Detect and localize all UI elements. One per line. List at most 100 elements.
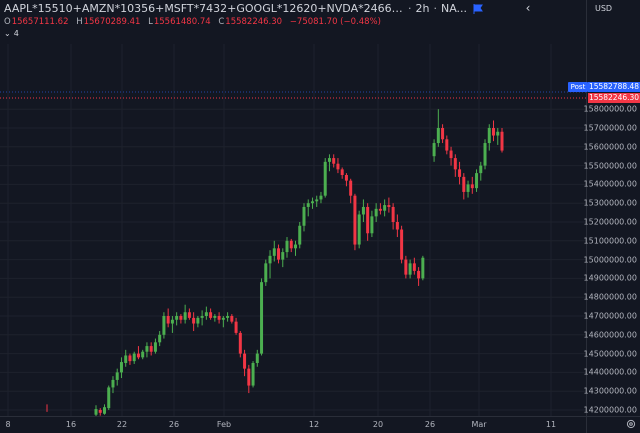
indicator-count: 4: [13, 29, 19, 38]
candle-body: [255, 353, 259, 363]
currency-label[interactable]: USD: [595, 4, 613, 13]
candle-body: [387, 205, 391, 207]
price-tick-label: 15100000.00: [583, 236, 637, 246]
candle-body: [230, 316, 234, 322]
indicators-toggle[interactable]: ⌄ 4: [4, 28, 20, 39]
candle-body: [319, 195, 323, 200]
candle-body: [306, 203, 310, 207]
candle-body: [412, 263, 416, 271]
close-label: C: [218, 17, 225, 27]
candle-body: [175, 316, 179, 320]
chevron-left-icon[interactable]: ‹: [525, 1, 531, 15]
candle-body: [285, 240, 289, 253]
candle-body: [141, 351, 145, 358]
candle-body: [272, 248, 276, 256]
candle-body: [115, 372, 119, 380]
candle-body: [234, 321, 238, 333]
candle-body: [294, 244, 297, 249]
time-tick-label: 8: [5, 420, 11, 429]
time-axis[interactable]: 8 16 22 26 Feb 12 20 26 Mar 11: [0, 416, 586, 433]
candle-body: [243, 353, 247, 369]
time-tick-label: 12: [308, 420, 320, 429]
candle-body: [436, 128, 440, 144]
time-tick-label: Feb: [216, 420, 232, 429]
candle-body: [149, 346, 153, 352]
time-tick-label: Mar: [471, 420, 487, 429]
candle-body: [417, 270, 421, 279]
separator: ·: [433, 2, 437, 15]
chart-header: AAPL*15510+AMZN*10356+MSFT*7432+GOOGL*12…: [0, 0, 586, 44]
gear-icon[interactable]: [626, 419, 636, 429]
candle-body: [496, 131, 500, 136]
candle-body: [268, 255, 272, 264]
candle-body: [370, 216, 374, 234]
candle-body: [153, 342, 157, 352]
candle-body: [357, 214, 361, 245]
timeframe-label[interactable]: 2h: [415, 2, 430, 15]
candle-body: [196, 317, 200, 324]
candle-body: [158, 334, 162, 343]
symbol-name[interactable]: AAPL*15510+AMZN*10356+MSFT*7432+GOOGL*12…: [4, 2, 404, 15]
price-tick-label: 14900000.00: [583, 273, 637, 283]
price-tick-label: 15700000.00: [583, 123, 637, 133]
candle-body: [200, 316, 204, 318]
candle-body: [487, 128, 491, 144]
time-tick-label: 26: [424, 420, 436, 429]
candle-body: [366, 206, 370, 234]
separator: ·: [408, 2, 412, 15]
candle-body: [315, 199, 319, 202]
candle-body: [192, 317, 196, 324]
candle-body: [251, 363, 255, 386]
high-value: 15670289.41: [83, 17, 141, 27]
candle-body: [217, 316, 221, 320]
price-tick-label: 14600000.00: [583, 330, 637, 340]
price-tick-label: 14400000.00: [583, 367, 637, 377]
candle-body: [449, 150, 453, 159]
candle-body: [340, 169, 344, 175]
candle-body: [441, 128, 445, 140]
candle-body: [323, 161, 327, 196]
candle-body: [213, 316, 217, 318]
post-market-price: 15582788.48: [588, 82, 640, 92]
low-value: 15561480.74: [153, 17, 211, 27]
candle-body: [492, 128, 496, 136]
low-label: L: [148, 17, 153, 27]
plot-area[interactable]: [0, 44, 586, 416]
candle-body: [124, 355, 128, 363]
axis-corner: [586, 416, 640, 433]
candle-body: [349, 180, 353, 196]
candle-body: [421, 257, 425, 279]
candle-body: [310, 201, 314, 204]
candle-body: [453, 158, 457, 170]
open-value: 15657111.62: [11, 17, 69, 27]
price-tick-label: 15400000.00: [583, 179, 637, 189]
flag-icon[interactable]: [473, 3, 483, 14]
candle-body: [298, 225, 302, 245]
time-tick-label: 11: [545, 420, 557, 429]
candle-body: [281, 252, 285, 260]
candle-body: [500, 131, 504, 151]
price-tick-label: 15000000.00: [583, 255, 637, 265]
candle-body: [445, 139, 449, 151]
candle-body: [277, 248, 281, 260]
candle-body: [107, 387, 111, 409]
candle-body: [395, 222, 399, 230]
candle-body: [226, 316, 230, 318]
price-axis[interactable]: USD 15800000.00 15700000.00 15600000.00 155…: [583, 0, 640, 416]
symbol-line: AAPL*15510+AMZN*10356+MSFT*7432+GOOGL*12…: [4, 2, 483, 15]
candle-body: [361, 206, 365, 215]
chevron-down-icon: ⌄: [4, 29, 11, 38]
price-tick-label: 14300000.00: [583, 386, 637, 396]
candle-body: [462, 176, 466, 192]
price-tick-label: 15300000.00: [583, 198, 637, 208]
candle-body: [374, 208, 378, 217]
candle-body: [327, 158, 331, 162]
candle-body: [102, 407, 106, 414]
candle-body: [119, 362, 123, 373]
candle-body: [470, 184, 474, 189]
candle-body: [247, 368, 251, 386]
candle-body: [136, 353, 140, 358]
change-value: −75081.70 (−0.48%): [289, 17, 381, 27]
candle-body: [466, 184, 470, 192]
